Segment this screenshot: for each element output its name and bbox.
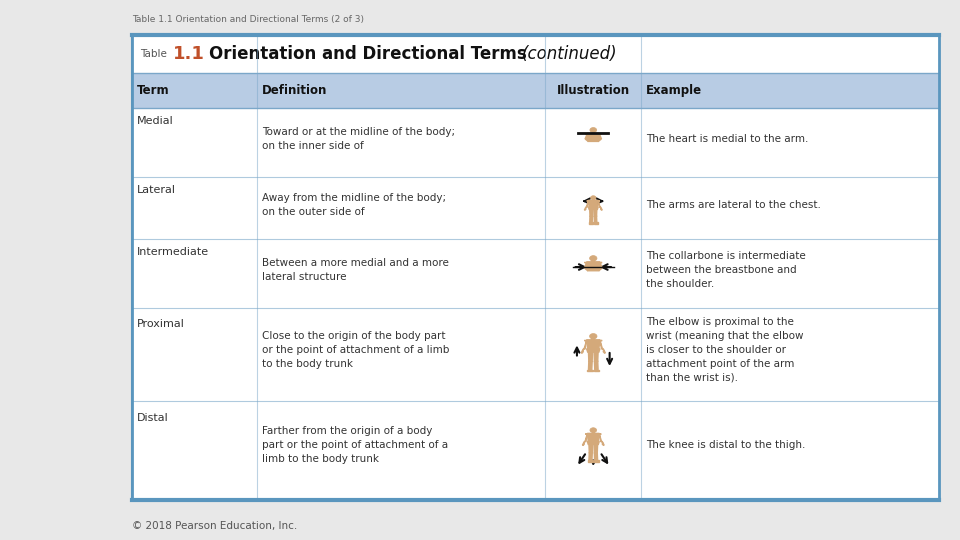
Polygon shape	[594, 453, 598, 460]
Ellipse shape	[590, 195, 596, 200]
Polygon shape	[588, 222, 592, 224]
FancyBboxPatch shape	[132, 401, 939, 500]
Ellipse shape	[590, 428, 596, 433]
Polygon shape	[589, 210, 592, 216]
FancyBboxPatch shape	[591, 131, 595, 133]
Text: Term: Term	[137, 84, 170, 97]
Text: Orientation and Directional Terms: Orientation and Directional Terms	[209, 45, 527, 63]
Text: The knee is distal to the thigh.: The knee is distal to the thigh.	[646, 440, 805, 450]
Polygon shape	[588, 434, 599, 442]
FancyBboxPatch shape	[132, 108, 939, 177]
Polygon shape	[586, 434, 601, 435]
Text: Illustration: Illustration	[557, 84, 630, 97]
Text: The collarbone is intermediate
between the breastbone and
the shoulder.: The collarbone is intermediate between t…	[646, 251, 805, 289]
Polygon shape	[587, 349, 600, 352]
Polygon shape	[583, 340, 587, 349]
Polygon shape	[588, 460, 592, 462]
FancyBboxPatch shape	[591, 337, 595, 340]
Polygon shape	[586, 201, 588, 207]
Polygon shape	[588, 453, 592, 460]
Text: Lateral: Lateral	[137, 185, 177, 194]
FancyBboxPatch shape	[132, 308, 939, 401]
Polygon shape	[594, 444, 598, 453]
Polygon shape	[587, 262, 600, 271]
Polygon shape	[600, 340, 604, 349]
Polygon shape	[594, 361, 598, 370]
FancyBboxPatch shape	[592, 198, 594, 200]
Polygon shape	[602, 442, 604, 446]
Text: Toward or at the midline of the body;
on the inner side of: Toward or at the midline of the body; on…	[262, 127, 455, 151]
Ellipse shape	[589, 255, 597, 261]
Text: Definition: Definition	[262, 84, 327, 97]
Polygon shape	[588, 200, 598, 207]
Text: © 2018 Pearson Education, Inc.: © 2018 Pearson Education, Inc.	[132, 521, 298, 531]
Text: The elbow is proximal to the
wrist (meaning that the elbow
is closer to the shou: The elbow is proximal to the wrist (mean…	[646, 316, 804, 383]
Polygon shape	[594, 370, 599, 372]
Text: Proximal: Proximal	[137, 319, 185, 329]
Polygon shape	[594, 222, 598, 224]
Polygon shape	[601, 207, 602, 211]
Text: Table: Table	[140, 49, 167, 59]
FancyBboxPatch shape	[132, 35, 939, 73]
Text: Away from the midline of the body;
on the outer side of: Away from the midline of the body; on th…	[262, 193, 446, 217]
Polygon shape	[599, 262, 602, 271]
Polygon shape	[588, 442, 599, 444]
Polygon shape	[588, 133, 599, 141]
FancyBboxPatch shape	[591, 431, 595, 434]
Polygon shape	[594, 460, 599, 462]
Polygon shape	[594, 216, 597, 222]
Polygon shape	[599, 434, 603, 442]
Polygon shape	[589, 216, 592, 222]
Ellipse shape	[589, 127, 597, 132]
FancyBboxPatch shape	[132, 73, 939, 108]
Polygon shape	[603, 349, 605, 353]
Polygon shape	[598, 134, 601, 141]
Text: Between a more medial and a more
lateral structure: Between a more medial and a more lateral…	[262, 258, 449, 282]
FancyBboxPatch shape	[132, 239, 939, 308]
FancyBboxPatch shape	[132, 177, 939, 239]
Text: (continued): (continued)	[521, 45, 617, 63]
Polygon shape	[585, 262, 602, 264]
FancyBboxPatch shape	[132, 35, 939, 500]
Polygon shape	[588, 370, 592, 372]
Polygon shape	[586, 134, 588, 141]
Polygon shape	[584, 434, 588, 442]
Ellipse shape	[589, 334, 597, 339]
Polygon shape	[582, 349, 584, 353]
Polygon shape	[594, 352, 598, 361]
Polygon shape	[588, 207, 598, 210]
Text: Farther from the origin of a body
part or the point of attachment of a
limb to t: Farther from the origin of a body part o…	[262, 426, 448, 464]
Polygon shape	[598, 201, 601, 207]
Text: Intermediate: Intermediate	[137, 247, 209, 257]
Polygon shape	[585, 340, 602, 341]
Polygon shape	[594, 210, 597, 216]
Text: The heart is medial to the arm.: The heart is medial to the arm.	[646, 134, 808, 144]
Text: Example: Example	[646, 84, 702, 97]
Text: Close to the origin of the body part
or the point of attachment of a limb
to the: Close to the origin of the body part or …	[262, 330, 449, 369]
Polygon shape	[583, 442, 585, 446]
Text: Table 1.1 Orientation and Directional Terms (2 of 3): Table 1.1 Orientation and Directional Te…	[132, 15, 365, 24]
Text: Medial: Medial	[137, 116, 174, 126]
Polygon shape	[588, 361, 592, 370]
Text: The arms are lateral to the chest.: The arms are lateral to the chest.	[646, 200, 821, 210]
Polygon shape	[585, 262, 588, 271]
Polygon shape	[585, 207, 586, 211]
FancyBboxPatch shape	[591, 259, 595, 262]
Polygon shape	[587, 340, 600, 349]
Text: 1.1: 1.1	[173, 45, 204, 63]
Polygon shape	[588, 352, 592, 361]
Polygon shape	[588, 444, 592, 453]
Text: Distal: Distal	[137, 413, 169, 422]
